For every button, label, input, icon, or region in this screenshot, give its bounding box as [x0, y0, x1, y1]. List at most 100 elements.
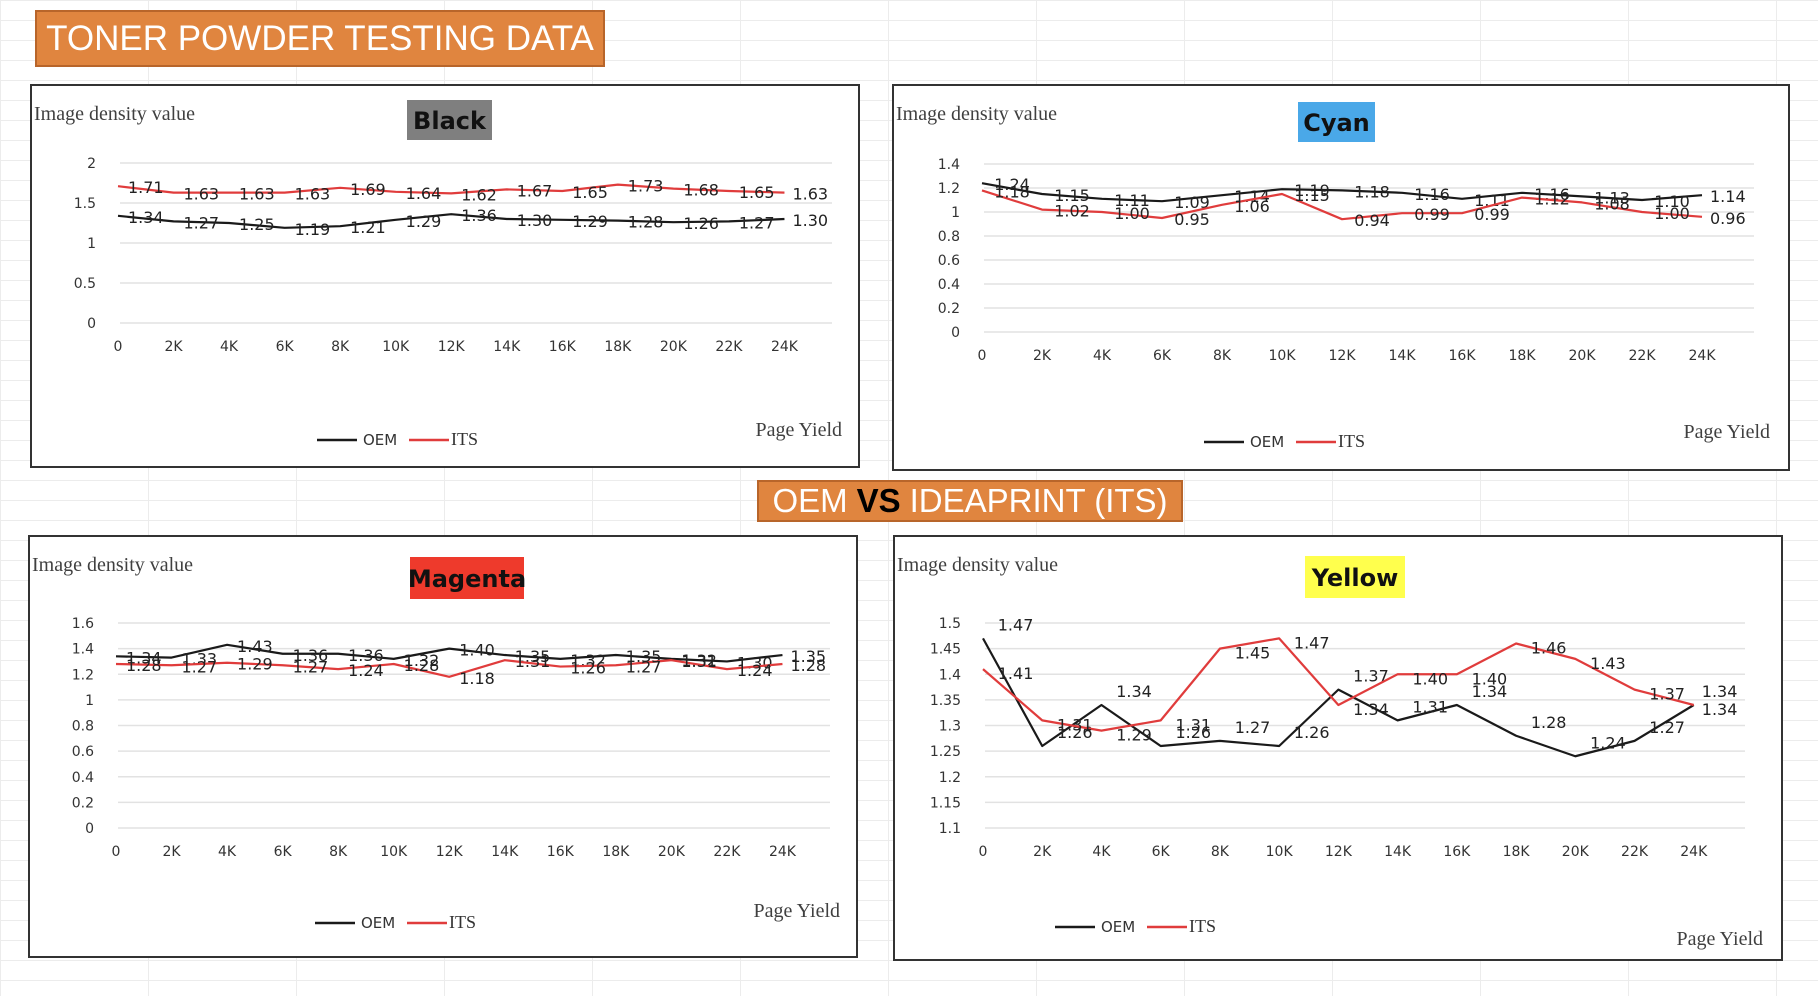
data-label-oem: 1.35 [790, 647, 826, 666]
legend-label-oem: OEM [361, 914, 395, 932]
legend-label-oem: OEM [1250, 433, 1284, 451]
data-label-its: 0.95 [1174, 210, 1210, 229]
data-label-its: 1.29 [1116, 726, 1152, 745]
legend-label-its: ITS [449, 912, 476, 932]
x-tick-label: 24K [1689, 348, 1717, 364]
data-label-oem: 1.37 [1353, 667, 1389, 686]
data-label-oem: 1.24 [1590, 733, 1626, 752]
chart-svg-cyan: Image density value Cyan 0 0.2 0.4 0.6 0.8 1 1.2… [896, 102, 1770, 451]
data-label-its: 1.63 [239, 185, 275, 204]
chart-svg-yellow: Image density value Yellow 1.1 1.15 1.2 1.25 1… [897, 554, 1763, 950]
x-axis-title: Page Yield [1677, 928, 1763, 950]
data-label-its: 1.28 [790, 656, 826, 675]
chart-title-tag [410, 557, 524, 599]
x-tick-label: 0 [979, 844, 988, 860]
data-label-oem: 1.24 [994, 175, 1030, 194]
data-label-oem: 1.27 [1649, 718, 1685, 737]
x-tick-label: 4K [1093, 348, 1112, 364]
y-tick-label: 1.6 [72, 616, 94, 632]
data-label-its: 1.31 [681, 652, 717, 671]
x-tick-label: 10K [1269, 348, 1297, 364]
x-tick-label: 18K [602, 844, 630, 860]
chart-title: Cyan [1303, 109, 1370, 137]
chart-black: Image density value Black 0 0.5 1 1.5 2 0 2K 4K 6K… [30, 84, 860, 468]
data-label-oem: 1.28 [1531, 713, 1567, 732]
data-label-oem: 1.30 [792, 211, 828, 230]
x-tick-label: 6K [1153, 348, 1172, 364]
y-tick-label: 0 [951, 325, 960, 341]
x-tick-label: 16K [547, 844, 575, 860]
x-tick-label: 4K [220, 339, 239, 355]
x-tick-label: 12K [438, 339, 466, 355]
data-label-its: 0.99 [1414, 205, 1450, 224]
data-label-its: 1.26 [570, 659, 606, 678]
data-label-oem: 1.26 [1175, 723, 1211, 742]
data-label-oem: 1.27 [739, 213, 775, 232]
data-label-its: 1.69 [350, 180, 386, 199]
y-tick-label: 2 [87, 156, 96, 172]
data-label-its: 1.27 [293, 657, 329, 676]
x-tick-label: 8K [1213, 348, 1232, 364]
y-tick-label: 1.2 [72, 667, 94, 683]
y-axis-title: Image density value [34, 103, 195, 125]
x-tick-label: 2K [164, 339, 183, 355]
y-tick-label: 1.1 [939, 821, 961, 837]
chart-title-tag [1298, 102, 1375, 142]
data-label-oem: 1.13 [1594, 188, 1630, 207]
data-label-oem: 1.29 [572, 212, 608, 231]
data-label-oem: 1.26 [1294, 723, 1330, 742]
data-label-its: 1.45 [1235, 644, 1271, 663]
y-tick-label: 0.5 [74, 276, 96, 292]
data-label-oem: 1.36 [461, 206, 497, 225]
x-axis-title: Page Yield [756, 419, 842, 441]
y-tick-label: 0.4 [938, 277, 960, 293]
chart-title-tag [1305, 556, 1405, 598]
banner-ideaprint: IDEAPRINT (ITS) [909, 482, 1168, 519]
data-label-its: 1.41 [998, 664, 1034, 683]
y-tick-label: 1.5 [939, 616, 961, 632]
data-label-oem: 1.31 [1412, 697, 1448, 716]
data-label-its: 1.08 [1594, 194, 1630, 213]
data-label-oem: 1.25 [239, 215, 275, 234]
x-tick-label: 2K [1033, 844, 1052, 860]
chart-title-tag [407, 100, 492, 140]
chart-title: Yellow [1311, 564, 1399, 592]
x-tick-label: 10K [380, 844, 408, 860]
data-label-its: 1.34 [1702, 700, 1738, 719]
x-tick-label: 20K [658, 844, 686, 860]
data-label-its: 0.99 [1474, 205, 1510, 224]
legend-label-its: ITS [1189, 916, 1216, 936]
y-tick-label: 1.25 [930, 744, 961, 760]
x-tick-label: 14K [491, 844, 519, 860]
data-label-its: 1.31 [1057, 715, 1093, 734]
data-label-its: 1.43 [1590, 654, 1626, 673]
y-tick-label: 1.5 [74, 196, 96, 212]
comparison-banner: OEM VS IDEAPRINT (ITS) [757, 480, 1183, 522]
legend-label-its: ITS [1338, 431, 1365, 451]
y-axis-title: Image density value [897, 554, 1058, 576]
x-tick-label: 16K [1449, 348, 1477, 364]
data-label-its: 0.96 [1710, 209, 1746, 228]
x-tick-label: 22K [715, 339, 743, 355]
data-label-its: 1.27 [626, 657, 662, 676]
data-label-oem: 1.18 [1354, 182, 1390, 201]
y-tick-label: 1.35 [930, 693, 961, 709]
x-tick-label: 16K [1443, 844, 1471, 860]
data-label-oem: 1.11 [1114, 191, 1150, 210]
data-label-its: 1.62 [461, 185, 497, 204]
x-tick-label: 8K [1211, 844, 1230, 860]
data-label-oem: 1.47 [998, 615, 1034, 634]
data-label-oem: 1.27 [183, 213, 219, 232]
data-label-its: 1.27 [181, 657, 217, 676]
banner-oem: OEM [772, 482, 848, 519]
x-tick-label: 6K [276, 339, 295, 355]
data-label-its: 0.94 [1354, 211, 1390, 230]
x-tick-label: 22K [1621, 844, 1649, 860]
data-label-its: 1.64 [406, 184, 442, 203]
data-label-oem: 1.19 [295, 220, 331, 239]
x-tick-label: 14K [1389, 348, 1417, 364]
x-tick-label: 0 [112, 844, 121, 860]
x-tick-label: 14K [1384, 844, 1412, 860]
x-tick-label: 20K [1562, 844, 1590, 860]
data-label-oem: 1.34 [128, 208, 164, 227]
